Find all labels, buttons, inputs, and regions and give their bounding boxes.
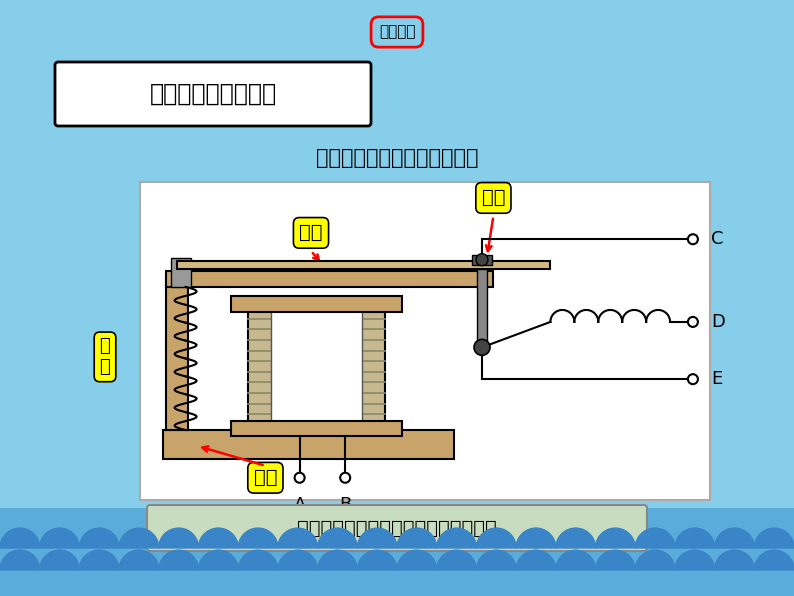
Polygon shape bbox=[238, 550, 278, 570]
Polygon shape bbox=[278, 550, 318, 570]
Polygon shape bbox=[675, 528, 715, 548]
Polygon shape bbox=[0, 528, 40, 548]
Polygon shape bbox=[516, 528, 556, 548]
Polygon shape bbox=[0, 550, 40, 570]
Polygon shape bbox=[715, 528, 754, 548]
Polygon shape bbox=[357, 528, 397, 548]
Polygon shape bbox=[357, 550, 397, 570]
Bar bbox=[231, 421, 403, 436]
Text: 衔铁: 衔铁 bbox=[299, 224, 322, 243]
Text: 支架: 支架 bbox=[253, 468, 277, 488]
Polygon shape bbox=[318, 550, 357, 570]
Polygon shape bbox=[79, 528, 119, 548]
Text: 电
磁
铁: 电 磁 铁 bbox=[311, 333, 322, 393]
Bar bbox=[271, 305, 362, 428]
Polygon shape bbox=[119, 528, 159, 548]
Polygon shape bbox=[596, 550, 635, 570]
Text: 认一认：电磁继电器的构造？: 认一认：电磁继电器的构造？ bbox=[316, 148, 478, 168]
Circle shape bbox=[688, 234, 698, 244]
Polygon shape bbox=[715, 550, 754, 570]
Polygon shape bbox=[238, 528, 278, 548]
Bar bbox=[231, 296, 403, 312]
Polygon shape bbox=[198, 528, 238, 548]
Text: 弹
簧: 弹 簧 bbox=[99, 337, 110, 376]
Text: C: C bbox=[711, 230, 723, 249]
Polygon shape bbox=[119, 550, 159, 570]
Circle shape bbox=[688, 374, 698, 384]
Text: 利用电磁铁控制工作电路通断的开关。: 利用电磁铁控制工作电路通断的开关。 bbox=[297, 519, 497, 538]
Polygon shape bbox=[40, 528, 79, 548]
Circle shape bbox=[688, 317, 698, 327]
Bar bbox=[472, 254, 492, 265]
Text: 一、认识电磁继电器: 一、认识电磁继电器 bbox=[149, 82, 276, 106]
Polygon shape bbox=[159, 550, 198, 570]
Polygon shape bbox=[159, 528, 198, 548]
Polygon shape bbox=[278, 528, 318, 548]
Polygon shape bbox=[476, 550, 516, 570]
Circle shape bbox=[476, 254, 488, 266]
Bar bbox=[166, 271, 493, 287]
FancyBboxPatch shape bbox=[147, 505, 647, 551]
Text: A: A bbox=[294, 496, 306, 514]
Polygon shape bbox=[437, 550, 476, 570]
Text: D: D bbox=[711, 313, 725, 331]
Polygon shape bbox=[556, 528, 596, 548]
Bar bbox=[177, 260, 550, 269]
Polygon shape bbox=[318, 528, 357, 548]
Polygon shape bbox=[40, 550, 79, 570]
FancyBboxPatch shape bbox=[55, 62, 371, 126]
Polygon shape bbox=[596, 528, 635, 548]
Text: B: B bbox=[339, 496, 351, 514]
Text: 触点: 触点 bbox=[482, 188, 505, 207]
Polygon shape bbox=[516, 550, 556, 570]
Circle shape bbox=[295, 473, 305, 483]
Polygon shape bbox=[397, 528, 437, 548]
Circle shape bbox=[340, 473, 350, 483]
Bar bbox=[172, 258, 191, 287]
Polygon shape bbox=[476, 528, 516, 548]
Text: 新知探究: 新知探究 bbox=[379, 24, 415, 39]
Bar bbox=[0, 508, 794, 596]
Polygon shape bbox=[397, 550, 437, 570]
Polygon shape bbox=[635, 528, 675, 548]
Polygon shape bbox=[198, 550, 238, 570]
Polygon shape bbox=[635, 550, 675, 570]
Bar bbox=[166, 277, 188, 430]
Polygon shape bbox=[79, 550, 119, 570]
Polygon shape bbox=[675, 550, 715, 570]
Polygon shape bbox=[754, 528, 794, 548]
Circle shape bbox=[474, 339, 490, 355]
Polygon shape bbox=[556, 550, 596, 570]
Polygon shape bbox=[437, 528, 476, 548]
Text: E: E bbox=[711, 370, 723, 388]
Polygon shape bbox=[754, 550, 794, 570]
Bar bbox=[477, 269, 487, 347]
FancyBboxPatch shape bbox=[140, 182, 710, 500]
Bar bbox=[249, 303, 385, 430]
Bar bbox=[163, 430, 453, 459]
